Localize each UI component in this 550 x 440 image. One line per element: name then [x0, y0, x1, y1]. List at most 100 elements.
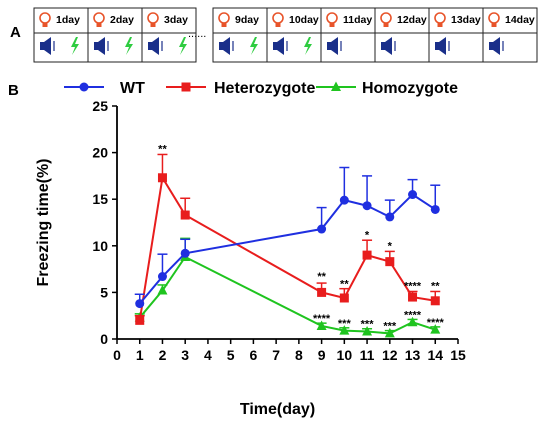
x-tick-label: 15 [450, 347, 466, 363]
data-point [339, 195, 349, 205]
lightning-icon [179, 37, 187, 55]
significance-label: *** [338, 318, 352, 330]
data-point [362, 201, 372, 211]
lightbulb-base [383, 23, 389, 27]
speaker-cone [44, 37, 51, 55]
lightbulb-base [221, 23, 227, 27]
speaker-cone [493, 37, 500, 55]
y-axis-title: Freezing time(%) [35, 158, 52, 286]
lightbulb-base [150, 23, 156, 27]
day-box: 14day [482, 7, 538, 63]
data-point [317, 224, 327, 234]
legend-label: Homozygote [362, 80, 458, 97]
day-box: 12day [374, 7, 430, 63]
day-label: 13day [451, 14, 481, 26]
lightbulb-icon [488, 12, 500, 27]
day-label: 14day [505, 14, 535, 26]
lightbulb-icon [39, 12, 51, 27]
speaker-body [489, 42, 493, 50]
x-axis-title: Time(day) [240, 401, 315, 418]
lightbulb-base [42, 23, 48, 27]
day-label: 1day [56, 14, 80, 26]
data-point [339, 293, 349, 303]
speaker-icon [148, 37, 163, 55]
x-tick-label: 5 [227, 347, 235, 363]
x-tick-label: 12 [382, 347, 398, 363]
x-tick-label: 6 [250, 347, 258, 363]
data-point [362, 250, 372, 260]
lightning-icon [71, 37, 79, 55]
day-box: 11day [320, 7, 376, 63]
day-box-border [266, 7, 322, 63]
data-point [385, 257, 395, 267]
significance-label: **** [313, 313, 331, 325]
data-point [180, 210, 190, 220]
speaker-cone [98, 37, 105, 55]
day-label: 2day [110, 14, 134, 26]
data-point [430, 296, 440, 306]
speaker-body [148, 42, 152, 50]
y-tick-label: 0 [100, 331, 108, 347]
day-box: 3day [141, 7, 197, 63]
significance-label: **** [427, 317, 445, 329]
data-point [157, 285, 168, 295]
speaker-icon [40, 37, 55, 55]
day-box: 10day [266, 7, 322, 63]
lightbulb-base [491, 23, 497, 27]
significance-label: * [388, 240, 393, 252]
legend-label: WT [120, 80, 145, 97]
y-tick-label: 10 [92, 238, 108, 254]
speaker-cone [152, 37, 159, 55]
significance-label: *** [383, 321, 397, 333]
speaker-cone [277, 37, 284, 55]
lightbulb-base [329, 23, 335, 27]
lightbulb-base [275, 23, 281, 27]
x-tick-label: 11 [360, 347, 375, 363]
speaker-body [273, 42, 277, 50]
data-point [362, 326, 373, 336]
speaker-cone [439, 37, 446, 55]
legend-item-homozygote: Homozygote [316, 80, 458, 97]
significance-label: **** [404, 281, 422, 293]
series-heterozygote [134, 153, 441, 325]
legend-marker [79, 82, 89, 92]
speaker-body [40, 42, 44, 50]
day-label: 9day [235, 14, 259, 26]
x-tick-label: 9 [318, 347, 326, 363]
panel-label-b: B [8, 82, 19, 99]
data-point [157, 272, 167, 282]
day-box-border [87, 7, 143, 63]
data-point [407, 316, 418, 327]
x-tick-label: 0 [113, 347, 121, 363]
speaker-icon [219, 37, 234, 55]
significance-label: *** [361, 319, 375, 331]
significance-label: * [365, 229, 370, 241]
data-point [135, 299, 145, 309]
legend-marker [331, 81, 341, 91]
legend-marker [181, 82, 191, 92]
day-box-border [212, 7, 268, 63]
x-tick-label: 4 [204, 347, 212, 363]
day-box: 9day [212, 7, 268, 63]
significance-label: ** [431, 281, 440, 293]
significance-label: ** [340, 279, 349, 291]
significance-label: ** [317, 271, 326, 283]
x-tick-label: 7 [272, 347, 280, 363]
lightbulb-base [437, 23, 443, 27]
speaker-body [381, 42, 385, 50]
x-tick-label: 10 [337, 347, 353, 363]
data-point [384, 327, 395, 338]
lightbulb-icon [434, 12, 446, 27]
x-tick-label: 3 [181, 347, 189, 363]
y-tick-label: 25 [92, 98, 108, 114]
legend-item-heterozygote: Heterozygote [166, 80, 315, 97]
day-box-border [428, 7, 484, 63]
day-label: 12day [397, 14, 427, 26]
speaker-icon [381, 37, 396, 55]
day-box: 2day [87, 7, 143, 63]
lightbulb-icon [93, 12, 105, 27]
lightbulb-icon [380, 12, 392, 27]
lightning-icon [125, 37, 133, 55]
series-wt [134, 166, 441, 309]
